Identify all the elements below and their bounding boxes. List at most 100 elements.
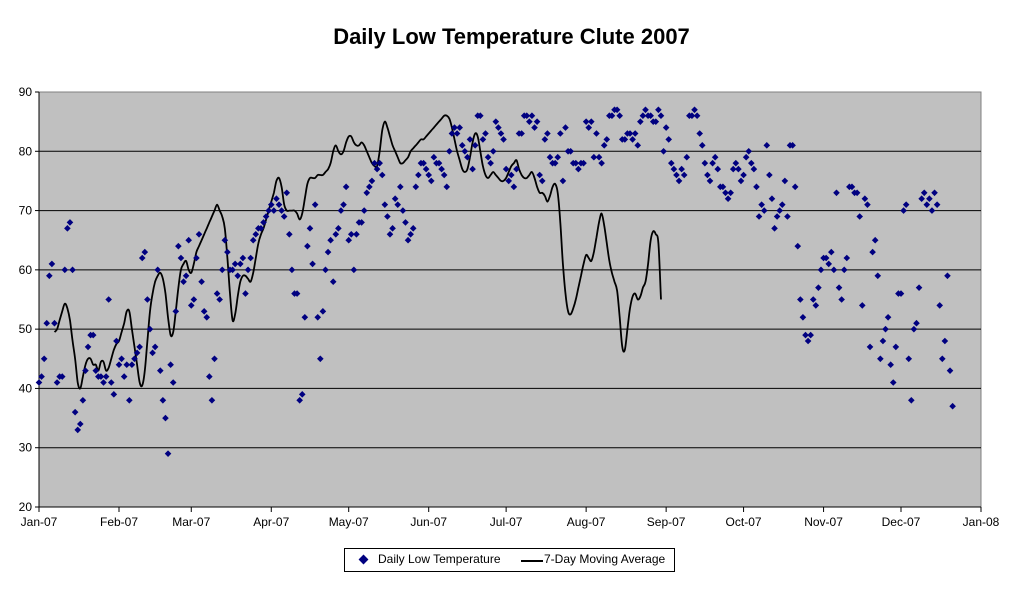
data-point <box>193 254 200 262</box>
data-point <box>262 213 270 220</box>
data-point <box>593 130 600 137</box>
data-point <box>427 177 435 185</box>
data-point <box>363 189 371 197</box>
data-point <box>830 266 838 274</box>
data-point <box>662 124 670 131</box>
data-point <box>239 254 247 262</box>
data-point <box>484 153 492 161</box>
data-point <box>706 177 714 185</box>
data-point <box>458 142 466 149</box>
data-point <box>482 130 489 137</box>
data-point <box>69 266 76 274</box>
x-tick-label: Jan-08 <box>963 515 1000 529</box>
data-point <box>711 153 719 161</box>
y-tick-label: 20 <box>19 500 33 514</box>
data-point <box>100 379 107 386</box>
data-point <box>735 165 742 173</box>
data-point <box>464 153 471 161</box>
data-point <box>159 396 167 404</box>
x-tick-label: Dec-07 <box>882 515 921 529</box>
data-point <box>293 290 301 297</box>
data-point <box>345 236 352 244</box>
data-point <box>107 379 115 386</box>
data-point <box>40 355 48 363</box>
data-point <box>776 207 783 214</box>
data-point <box>314 313 322 321</box>
data-point <box>446 147 453 155</box>
data-point <box>874 272 882 280</box>
data-point <box>342 183 350 191</box>
data-point <box>169 379 177 386</box>
data-point <box>502 165 510 173</box>
data-point <box>546 153 554 161</box>
data-point <box>195 230 203 238</box>
data-point <box>61 266 69 274</box>
x-tick-label: Nov-07 <box>804 515 843 529</box>
data-point <box>853 189 861 197</box>
data-point <box>825 260 833 268</box>
data-point <box>206 373 213 380</box>
data-point <box>273 195 280 203</box>
data-point <box>724 195 732 203</box>
data-point <box>322 266 329 274</box>
data-point <box>113 337 120 345</box>
legend-diamond-marker-icon <box>358 554 369 565</box>
data-point <box>265 207 272 214</box>
data-point <box>298 391 306 398</box>
data-point <box>804 337 812 345</box>
data-point <box>688 112 696 120</box>
data-point <box>311 201 319 208</box>
data-point <box>750 165 758 173</box>
data-point <box>877 355 884 363</box>
data-point <box>582 118 590 125</box>
data-point <box>655 106 662 114</box>
data-point <box>190 296 198 303</box>
data-point <box>123 361 131 369</box>
data-point <box>280 213 288 220</box>
y-tick-label: 30 <box>19 441 33 455</box>
data-point <box>415 171 422 179</box>
data-point <box>766 171 773 179</box>
data-point <box>771 225 778 232</box>
data-point <box>709 159 716 167</box>
data-point <box>567 147 574 155</box>
data-point <box>910 325 918 333</box>
data-point <box>778 201 786 208</box>
data-point <box>835 284 843 291</box>
data-point <box>518 130 525 137</box>
data-point <box>397 183 404 191</box>
data-point <box>871 236 879 244</box>
data-point <box>422 165 430 173</box>
data-point <box>626 130 634 137</box>
data-point <box>843 254 851 262</box>
data-point <box>642 106 649 114</box>
data-point <box>479 136 487 143</box>
data-point <box>469 165 476 173</box>
data-point <box>536 171 543 179</box>
x-tick-label: Oct-07 <box>726 515 762 529</box>
y-tick-label: 50 <box>19 322 33 336</box>
data-point <box>229 266 236 274</box>
data-point <box>76 420 84 428</box>
data-point <box>53 379 61 386</box>
data-point <box>784 213 791 220</box>
daily-low-series <box>35 106 956 457</box>
data-point <box>211 355 218 363</box>
data-point <box>665 136 673 143</box>
data-point <box>915 284 923 291</box>
data-point <box>675 177 683 185</box>
data-point <box>833 189 840 197</box>
data-point <box>337 207 345 214</box>
data-point <box>144 296 151 303</box>
data-point <box>92 367 100 374</box>
data-point <box>678 165 685 173</box>
data-point <box>869 248 876 256</box>
data-point <box>882 325 889 333</box>
data-point <box>64 225 71 232</box>
data-point <box>812 302 820 309</box>
data-point <box>175 242 182 250</box>
data-point <box>727 189 734 197</box>
data-point <box>180 278 187 286</box>
data-point <box>200 308 208 315</box>
